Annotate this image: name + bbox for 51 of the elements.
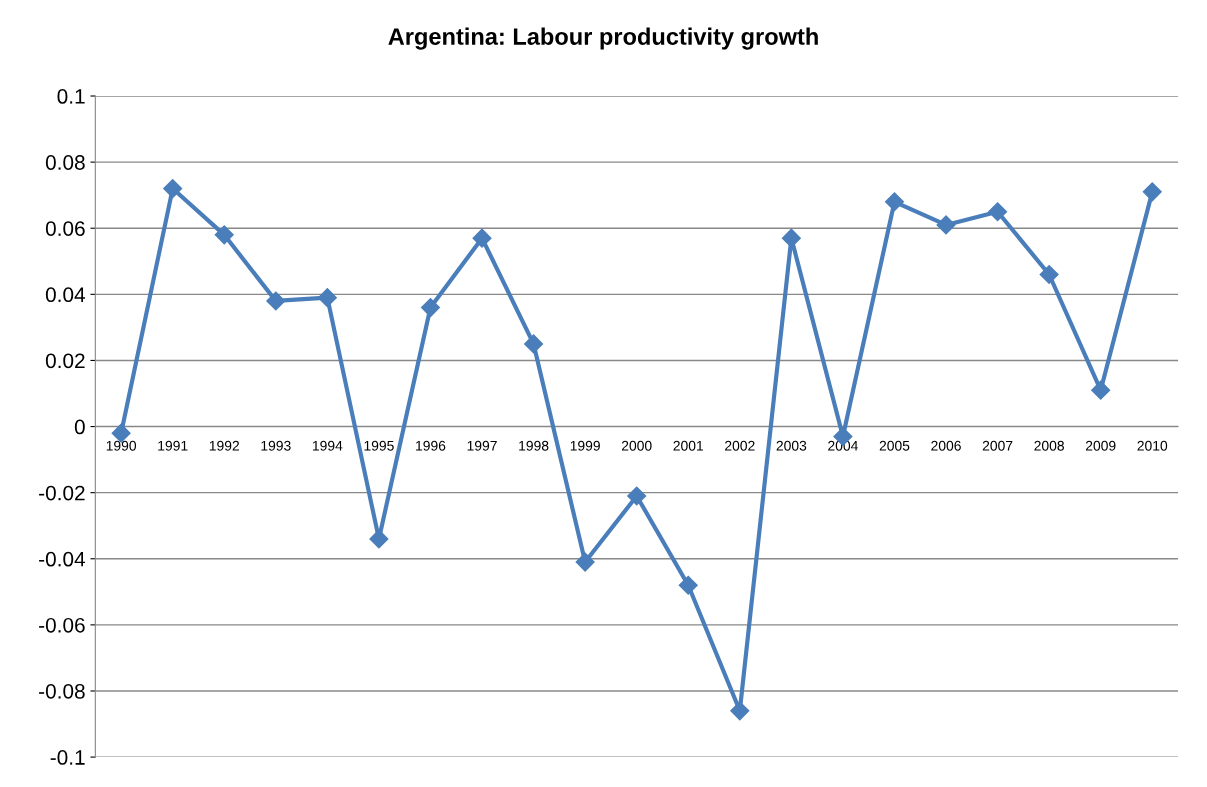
point	[1142, 182, 1162, 202]
y-tick-label: -0.1	[50, 750, 85, 765]
y-tick-label: 0.1	[57, 89, 85, 104]
point	[627, 486, 647, 506]
x-tick-label: 1995	[364, 440, 394, 451]
point	[266, 291, 286, 311]
y-tick-label: -0.02	[39, 485, 85, 501]
y-tick-label: 0.02	[45, 353, 85, 369]
x-tick-label: 1997	[467, 440, 497, 451]
x-tick-label: 1999	[570, 440, 600, 451]
x-tick-label: 2009	[1085, 440, 1116, 451]
point	[472, 228, 492, 248]
x-tick-label: 2000	[621, 440, 652, 451]
point	[1039, 264, 1059, 285]
x-tick-label: 1998	[519, 440, 549, 451]
x-tick-label: 1993	[261, 440, 291, 451]
x-tick-label: 2007	[982, 440, 1013, 451]
point	[163, 179, 183, 199]
y-tick-label: 0.04	[45, 287, 86, 303]
point	[781, 228, 801, 248]
point	[884, 192, 905, 212]
x-tick-label: 2008	[1034, 440, 1064, 451]
point	[1091, 380, 1111, 400]
y-tick-label: -0.06	[39, 617, 85, 633]
x-tick-label: 2001	[673, 440, 704, 451]
point	[988, 202, 1008, 222]
x-tick-label: 1994	[312, 440, 343, 451]
point	[575, 552, 595, 572]
y-tick-label: 0.06	[45, 221, 85, 236]
chart-title: Argentina: Labour productivity growth	[388, 27, 818, 50]
y-tick-label: 0.08	[45, 155, 85, 170]
point	[369, 529, 389, 549]
x-tick-label: 2002	[725, 440, 755, 451]
x-tick-label: 2010	[1137, 440, 1168, 451]
x-tick-label: 1992	[209, 440, 239, 451]
x-tick-label: 2005	[879, 440, 910, 451]
y-tick-label: -0.08	[39, 683, 85, 699]
x-tick-label: 1996	[416, 440, 446, 451]
y-tick-label: -0.04	[39, 551, 86, 567]
x-tick-label: 1991	[158, 440, 188, 451]
y-tick-label: 0	[74, 419, 85, 435]
point	[420, 298, 441, 318]
x-tick-label: 2003	[776, 440, 807, 451]
point	[214, 225, 234, 245]
x-tick-label: 1990	[106, 440, 137, 451]
point	[730, 701, 750, 721]
point	[936, 215, 956, 235]
point	[317, 288, 337, 308]
x-tick-label: 2006	[931, 440, 961, 451]
point	[524, 334, 544, 354]
point	[678, 575, 698, 595]
